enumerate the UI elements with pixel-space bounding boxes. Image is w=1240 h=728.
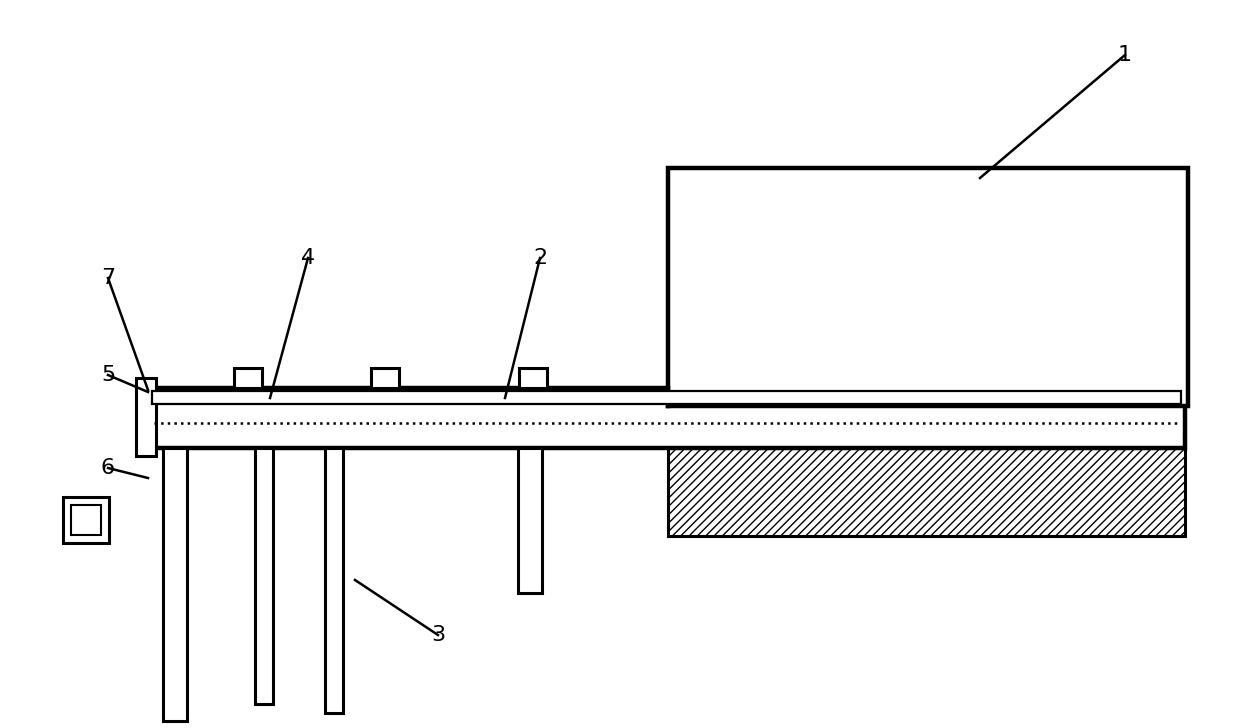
Bar bbox=[371, 368, 399, 388]
Text: 7: 7 bbox=[100, 268, 115, 288]
Text: 3: 3 bbox=[432, 625, 445, 645]
Text: 2: 2 bbox=[533, 248, 547, 268]
Bar bbox=[148, 388, 1185, 448]
Bar bbox=[63, 497, 109, 543]
Bar bbox=[518, 448, 542, 593]
Text: 4: 4 bbox=[301, 248, 315, 268]
Bar bbox=[255, 448, 273, 704]
Text: 1: 1 bbox=[1118, 45, 1132, 65]
Bar bbox=[153, 391, 1180, 404]
Bar bbox=[162, 448, 187, 721]
Bar bbox=[325, 448, 343, 713]
Bar bbox=[668, 448, 1185, 536]
Bar bbox=[136, 378, 156, 456]
Text: 5: 5 bbox=[100, 365, 115, 385]
Bar bbox=[668, 168, 1188, 406]
Bar bbox=[71, 505, 100, 535]
Text: 6: 6 bbox=[100, 458, 115, 478]
Bar bbox=[520, 368, 547, 388]
Bar bbox=[234, 368, 262, 388]
